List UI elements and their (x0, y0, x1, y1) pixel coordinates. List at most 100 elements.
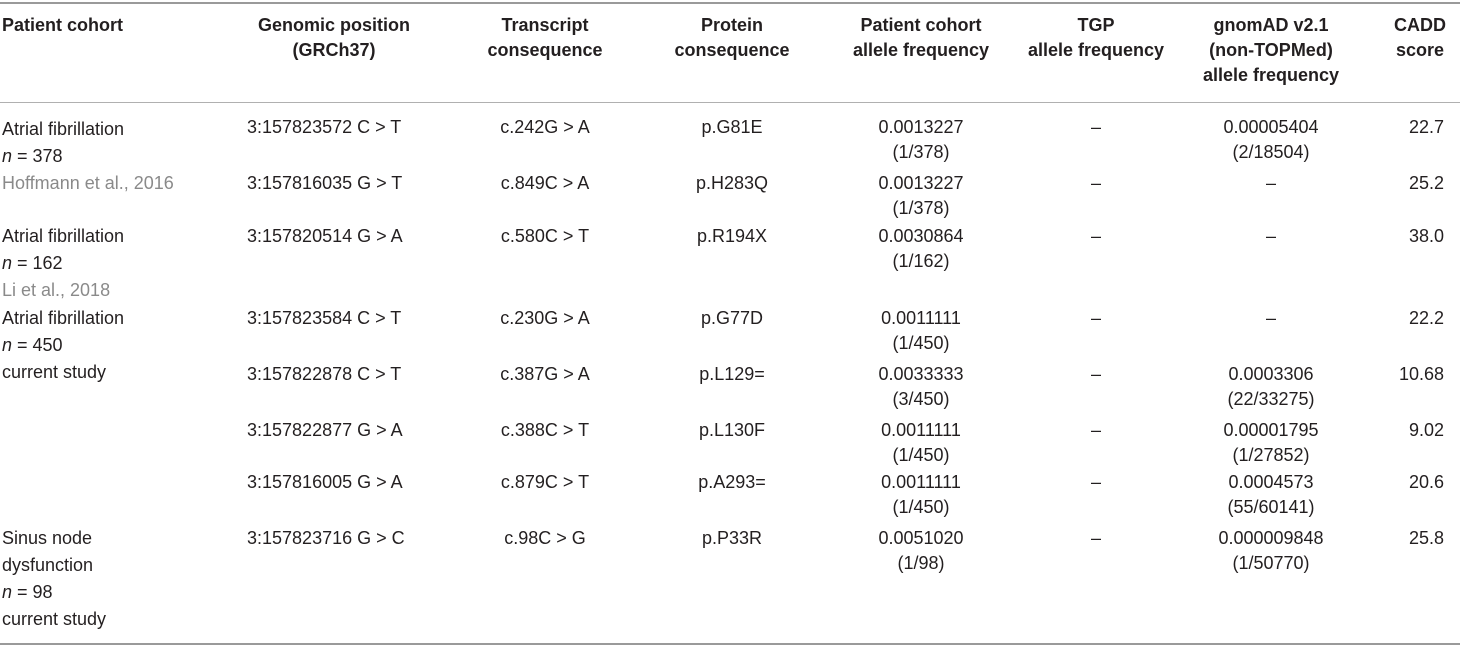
tgp-af-cell: – (1090, 117, 1102, 137)
cohort-reference: Li et al., 2018 (2, 280, 111, 300)
tgp-af-cell: – (1090, 173, 1102, 193)
af-value: 0.0011111 (881, 472, 961, 492)
genomic-position-cell: 3:157820514 G > A (247, 226, 403, 246)
header-line: Genomic position (257, 15, 411, 35)
gnomad-af-cell: – (1266, 224, 1276, 249)
cohort-cell: Sinus node dysfunction n = 98 current st… (2, 525, 106, 633)
tgp-af-cell: – (1090, 528, 1102, 548)
gnomad-af-cell: 0.0004573 (55/60141) (1227, 470, 1314, 520)
gnomad-af-cell: 0.0003306 (22/33275) (1227, 362, 1314, 412)
cohort-cell: Atrial fibrillation n = 162 Li et al., 2… (2, 223, 124, 304)
af-count: (55/60141) (1227, 497, 1315, 517)
header-transcript-consequence: Transcript consequence (487, 13, 602, 63)
cohort-cell: Atrial fibrillation n = 378 Hoffmann et … (2, 116, 174, 197)
header-patient-cohort-af: Patient cohort allele frequency (853, 13, 989, 63)
af-value: 0.0004573 (1228, 472, 1314, 492)
genomic-position-cell: 3:157816005 G > A (247, 472, 403, 492)
af-count: (1/27852) (1232, 445, 1310, 465)
gnomad-af-cell: – (1266, 306, 1276, 331)
cadd-cell: 22.2 (1408, 308, 1444, 328)
protein-cell: p.G77D (700, 308, 764, 328)
af-value: 0.0030864 (878, 226, 964, 246)
protein-cell: p.H283Q (695, 173, 769, 193)
cohort-n-value: = 450 (12, 335, 63, 355)
af-count: (22/33275) (1227, 389, 1315, 409)
tgp-af-cell: – (1090, 472, 1102, 492)
cohort-n-label: n (2, 582, 13, 602)
cohort-n-value: = 162 (12, 253, 63, 273)
transcript-cell: c.388C > T (500, 420, 590, 440)
cohort-reference: Hoffmann et al., 2016 (2, 173, 174, 193)
af-value: 0.0013227 (878, 117, 964, 137)
af-value: 0.0051020 (878, 528, 964, 548)
genomic-position-cell: 3:157823572 C > T (247, 117, 402, 137)
header-line: consequence (487, 40, 603, 60)
header-rule (0, 102, 1460, 103)
cohort-size: n = 450 (2, 332, 124, 359)
tgp-af-cell: – (1090, 364, 1102, 384)
cohort-name: Atrial fibrillation (2, 226, 125, 246)
genomic-position-cell: 3:157822877 G > A (247, 420, 403, 440)
af-count: (1/450) (892, 333, 950, 353)
cohort-af-cell: 0.0030864 (1/162) (878, 224, 963, 274)
tgp-af-cell: – (1090, 226, 1102, 246)
cohort-n-label: n (2, 253, 13, 273)
transcript-cell: c.879C > T (500, 472, 590, 492)
af-count: (1/162) (892, 251, 950, 271)
gnomad-af-cell: – (1266, 171, 1276, 196)
header-line: consequence (674, 40, 790, 60)
cadd-cell: 25.2 (1408, 173, 1444, 193)
af-value: – (1265, 173, 1277, 193)
header-line: (GRCh37) (292, 40, 376, 60)
cohort-size: n = 378 (2, 143, 174, 170)
cohort-name-line2: dysfunction (2, 555, 94, 575)
cohort-n-label: n (2, 335, 13, 355)
genomic-position-cell: 3:157816035 G > T (247, 173, 403, 193)
transcript-cell: c.387G > A (500, 364, 590, 384)
cohort-af-cell: 0.0051020 (1/98) (878, 526, 963, 576)
cohort-name: Atrial fibrillation (2, 119, 125, 139)
transcript-cell: c.98C > G (504, 528, 586, 548)
header-line: allele frequency (1027, 40, 1165, 60)
cadd-cell: 22.7 (1408, 117, 1444, 137)
af-value: 0.00005404 (1223, 117, 1319, 137)
protein-cell: p.L129= (699, 364, 765, 384)
cadd-cell: 9.02 (1408, 420, 1444, 440)
protein-cell: p.A293= (698, 472, 766, 492)
af-count: (3/450) (892, 389, 950, 409)
header-line: gnomAD v2.1 (1213, 15, 1329, 35)
header-gnomad-af: gnomAD v2.1 (non-TOPMed) allele frequenc… (1203, 13, 1339, 88)
af-value: 0.0003306 (1228, 364, 1314, 384)
table-top-rule (0, 2, 1460, 4)
af-count: (1/378) (892, 198, 950, 218)
cohort-size: n = 98 (2, 579, 106, 606)
header-line: Patient cohort (860, 15, 982, 35)
af-value: 0.000009848 (1218, 528, 1324, 548)
protein-cell: p.G81E (701, 117, 763, 137)
af-value: 0.0011111 (881, 308, 961, 328)
af-value: – (1265, 308, 1277, 328)
af-count: (2/18504) (1232, 142, 1310, 162)
cohort-af-cell: 0.0011111 (1/450) (881, 306, 961, 356)
transcript-cell: c.242G > A (500, 117, 590, 137)
cohort-af-cell: 0.0033333 (3/450) (878, 362, 963, 412)
cohort-af-cell: 0.0011111 (1/450) (881, 470, 961, 520)
header-line: Protein (700, 15, 764, 35)
header-line: allele frequency (1202, 65, 1340, 85)
header-line: Transcript (501, 15, 589, 35)
cohort-af-cell: 0.0011111 (1/450) (881, 418, 961, 468)
transcript-cell: c.580C > T (500, 226, 590, 246)
header-genomic-position: Genomic position (GRCh37) (258, 13, 410, 63)
af-value: 0.0013227 (878, 173, 964, 193)
cohort-reference: current study (2, 609, 107, 629)
header-line: allele frequency (852, 40, 990, 60)
gnomad-af-cell: 0.00001795 (1/27852) (1223, 418, 1318, 468)
cadd-cell: 10.68 (1398, 364, 1444, 384)
af-count: (1/50770) (1232, 553, 1310, 573)
header-line: Patient cohort (2, 15, 124, 35)
protein-cell: p.P33R (701, 528, 763, 548)
tgp-af-cell: – (1090, 308, 1102, 328)
header-protein-consequence: Protein consequence (674, 13, 789, 63)
af-value: 0.00001795 (1223, 420, 1319, 440)
af-count: (1/378) (892, 142, 950, 162)
